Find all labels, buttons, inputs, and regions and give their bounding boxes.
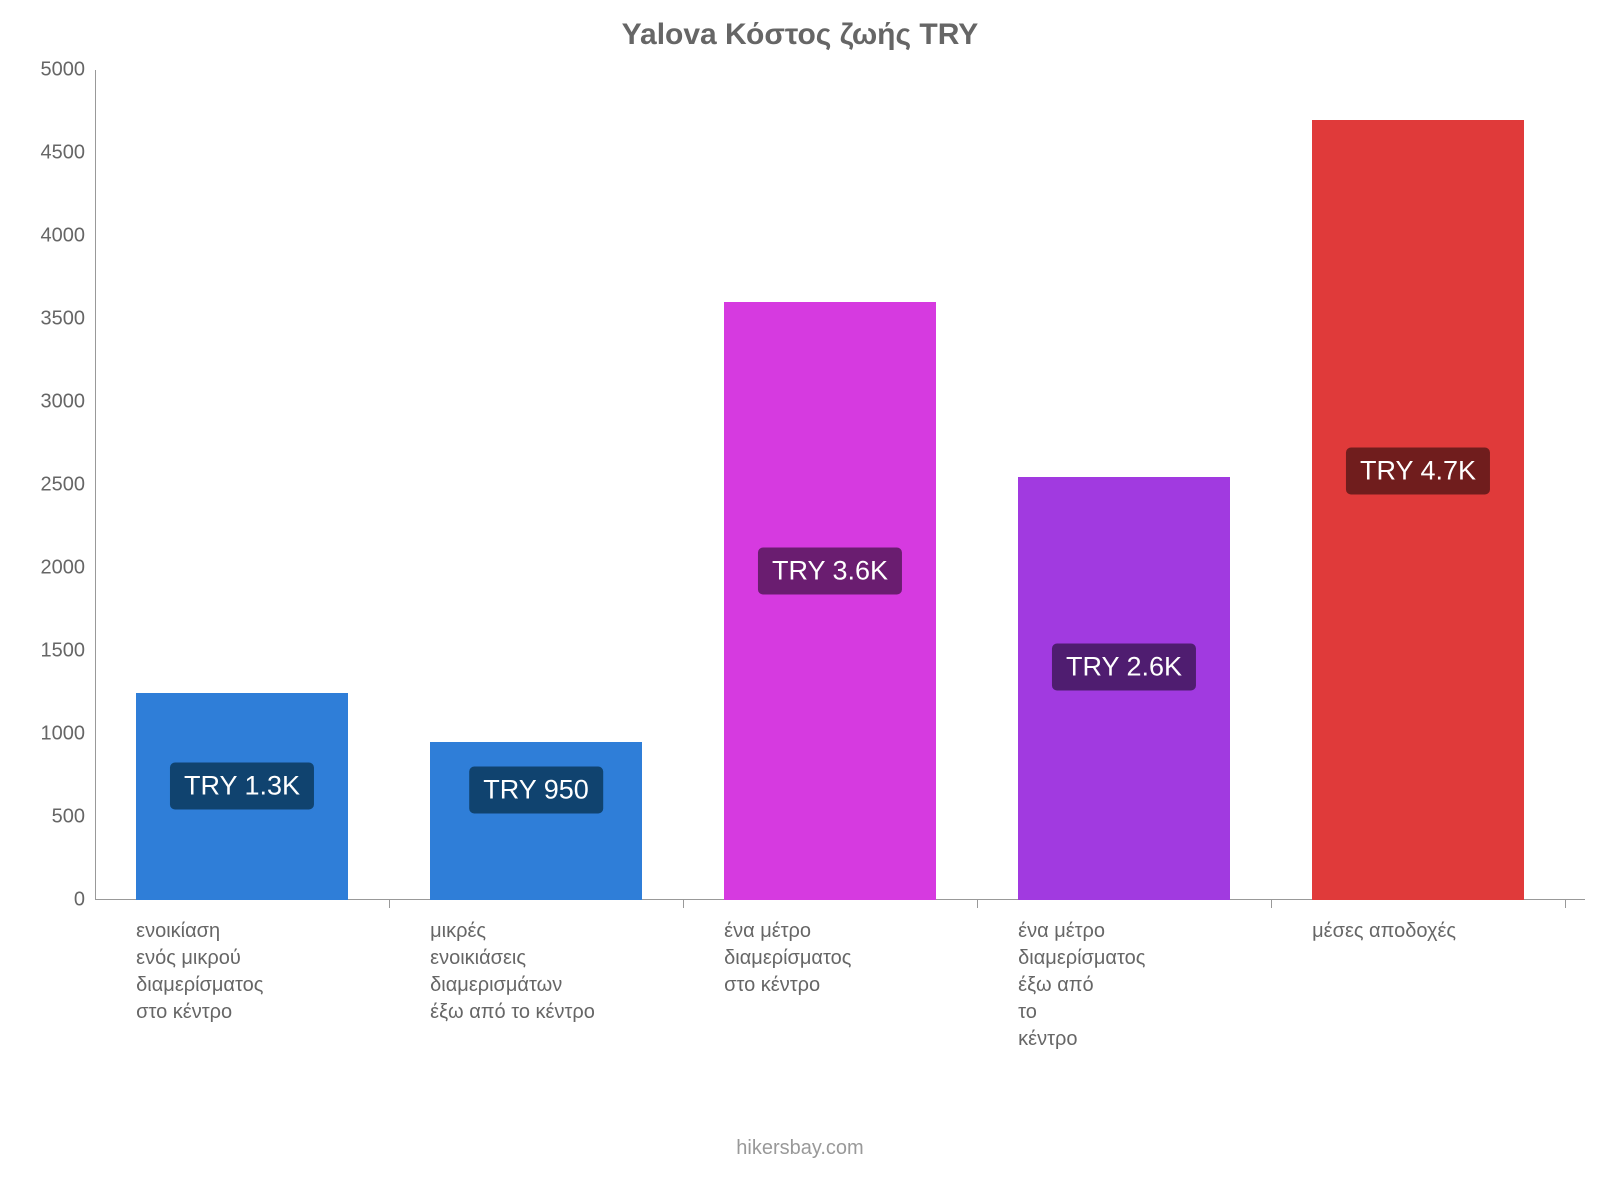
plot-area: 0500100015002000250030003500400045005000… [95, 70, 1565, 900]
y-axis-line [95, 70, 96, 900]
value-badge: TRY 2.6K [1051, 643, 1197, 692]
y-tick-label: 4000 [41, 225, 96, 248]
y-tick-label: 2500 [41, 474, 96, 497]
x-category-label: ενοικίασηενός μικρούδιαμερίσματοςστο κέν… [136, 900, 348, 1026]
y-tick-label: 1000 [41, 723, 96, 746]
x-tick [683, 900, 684, 908]
y-tick-label: 1500 [41, 640, 96, 663]
y-tick-label: 4500 [41, 142, 96, 165]
value-badge: TRY 950 [468, 766, 604, 815]
x-category-label: μέσες αποδοχές [1312, 900, 1524, 945]
y-tick-label: 3500 [41, 308, 96, 331]
y-tick-label: 2000 [41, 557, 96, 580]
value-badge: TRY 4.7K [1345, 446, 1491, 495]
attribution-footer: hikersbay.com [0, 1137, 1600, 1160]
value-badge: TRY 3.6K [757, 547, 903, 596]
x-tick [1565, 900, 1566, 908]
y-tick-label: 3000 [41, 391, 96, 414]
y-tick-label: 0 [74, 889, 95, 912]
x-tick [1271, 900, 1272, 908]
bar [1312, 120, 1524, 900]
x-category-label: ένα μέτρο διαμερίσματοςέξω απότοκέντρο [1018, 900, 1230, 1053]
value-badge: TRY 1.3K [169, 761, 315, 810]
x-tick [977, 900, 978, 908]
x-tick [389, 900, 390, 908]
x-category-label: ένα μέτρο διαμερίσματοςστο κέντρο [724, 900, 936, 999]
y-tick-label: 500 [52, 806, 95, 829]
chart-container: Yalova Κόστος ζωής TRY 05001000150020002… [0, 0, 1600, 1200]
bar [724, 302, 936, 900]
chart-title: Yalova Κόστος ζωής TRY [0, 18, 1600, 52]
x-category-label: μικρέςενοικιάσειςδιαμερισμάτωνέξω από το… [430, 900, 642, 1026]
y-tick-label: 5000 [41, 59, 96, 82]
